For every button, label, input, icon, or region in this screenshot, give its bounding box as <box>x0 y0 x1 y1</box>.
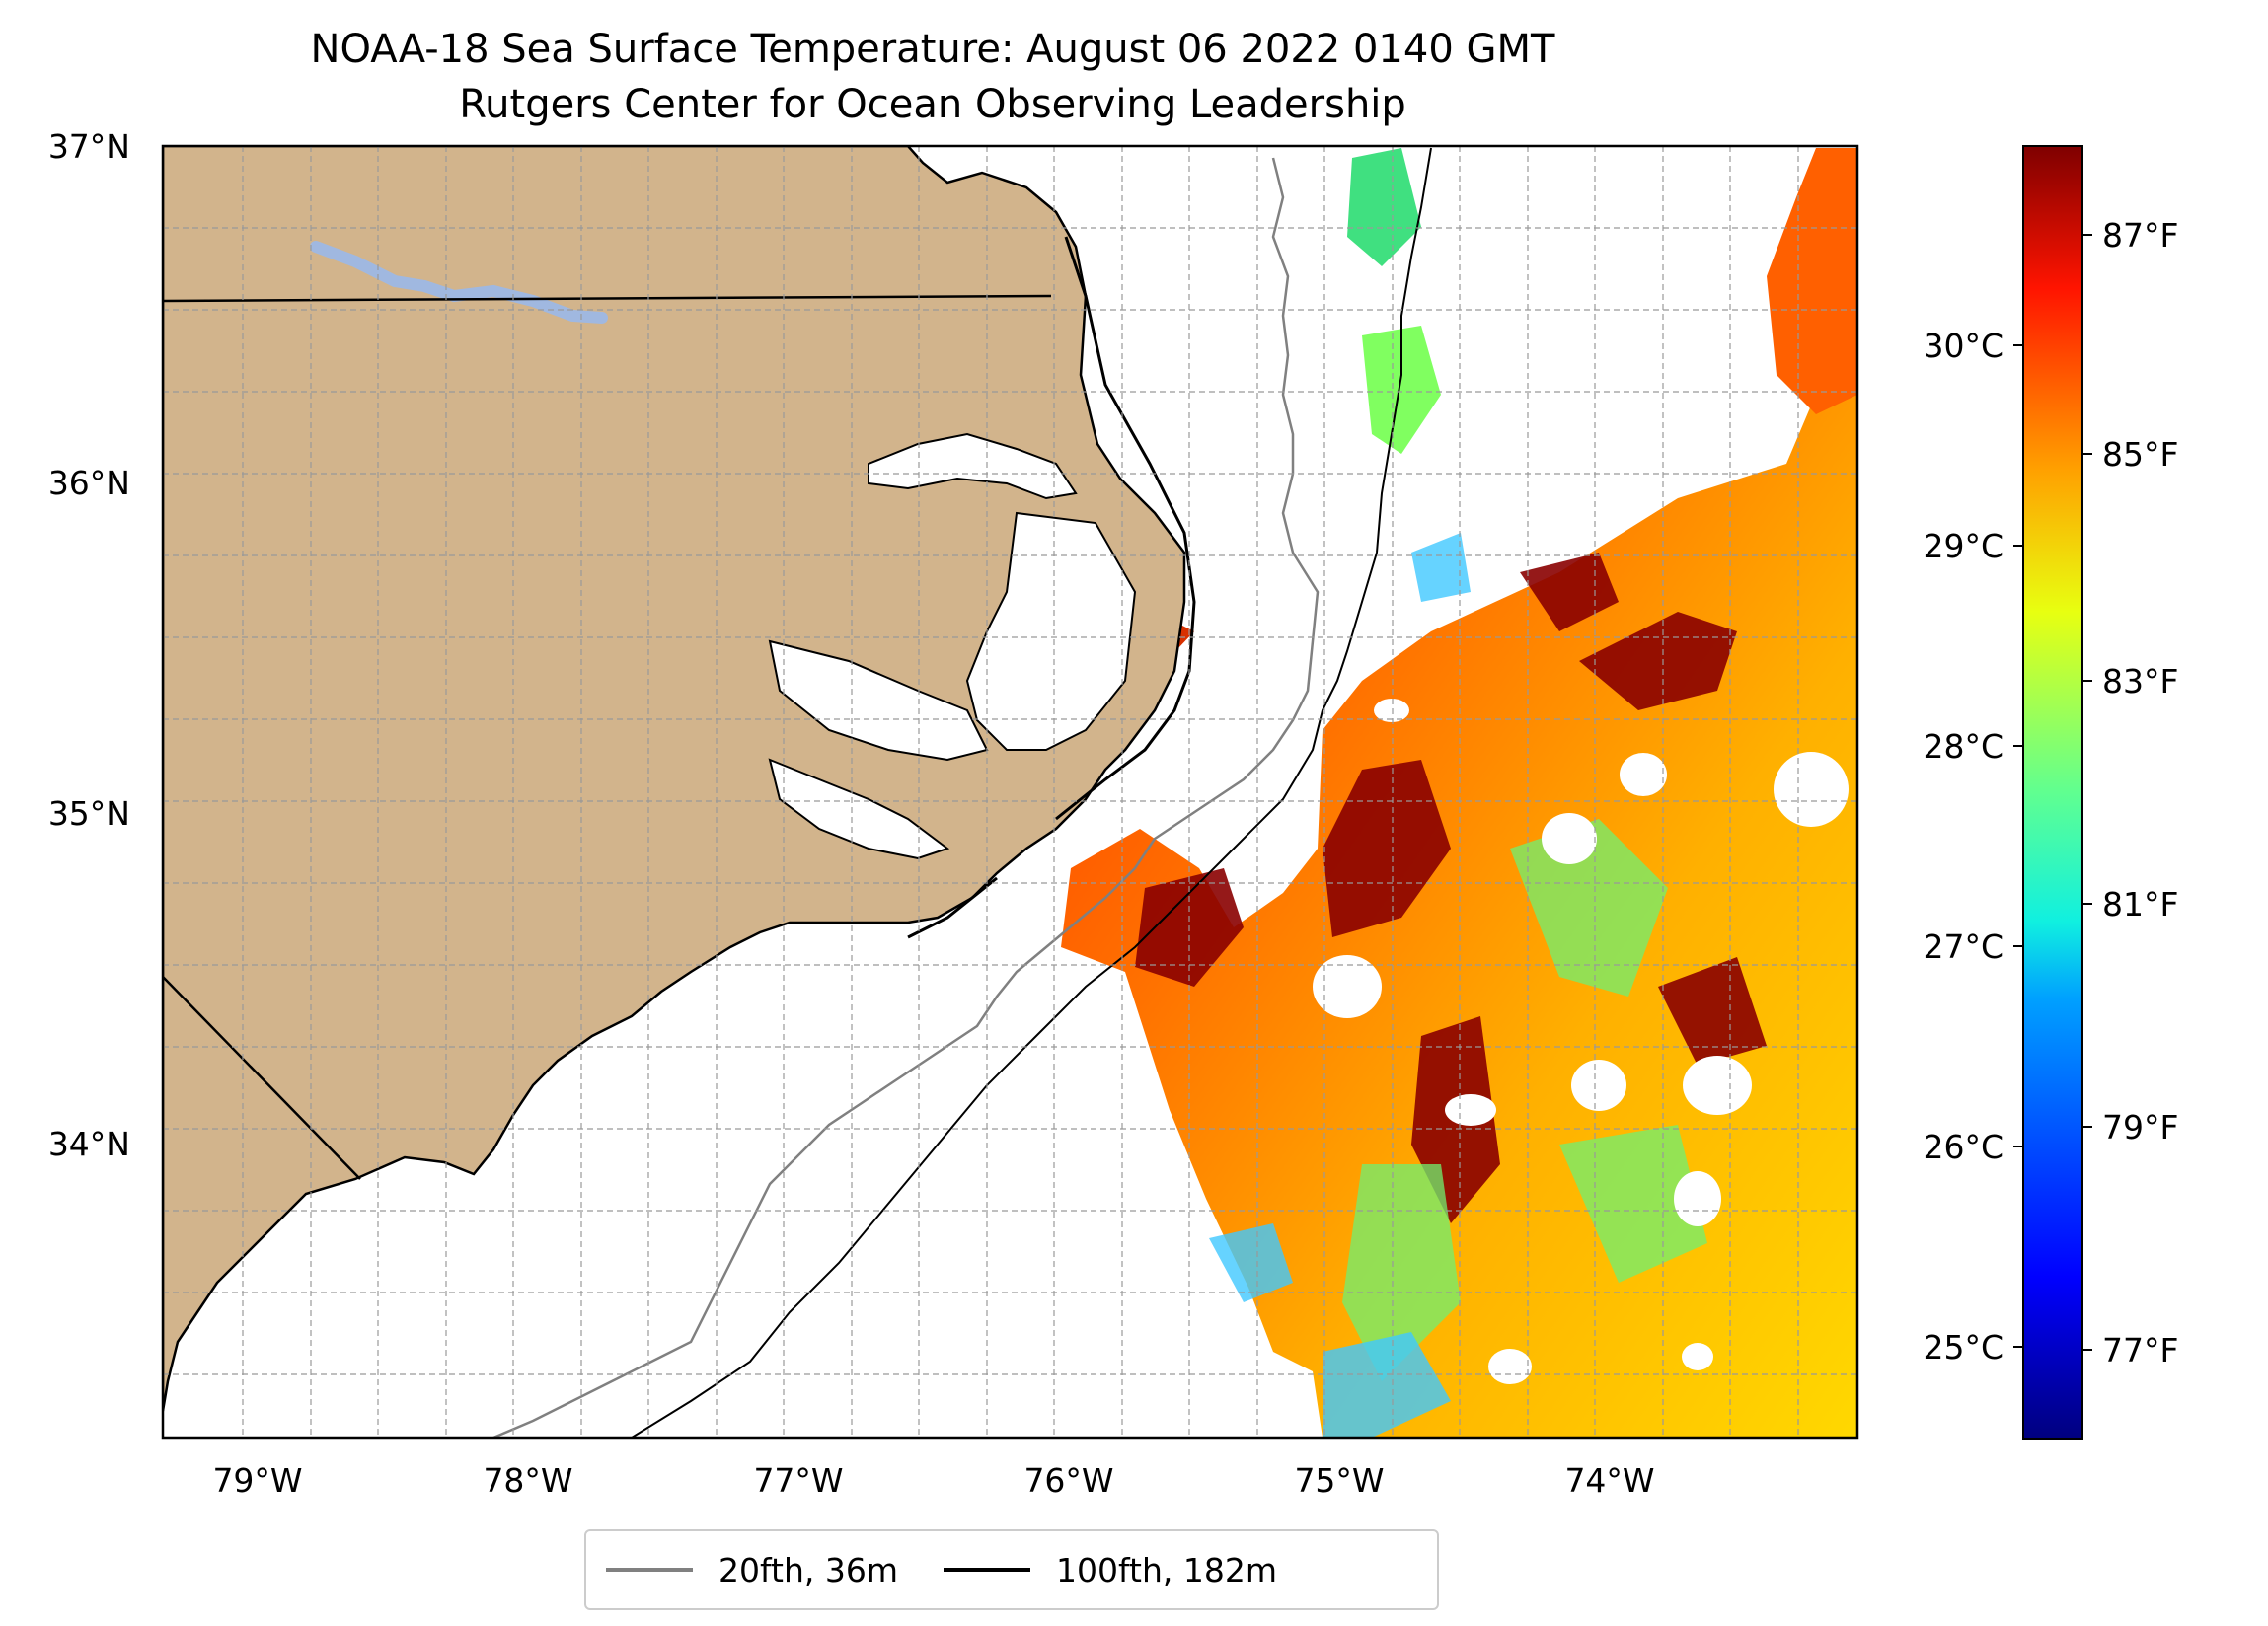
cool-band <box>1342 1164 1461 1381</box>
colorbar-celsius-label: 28°C <box>1923 727 2003 766</box>
colorbar-fahrenheit-label: 87°F <box>2102 216 2178 255</box>
cool-band <box>1559 1125 1707 1283</box>
state-border-nc-va <box>163 294 1052 303</box>
cloud-gap <box>1674 1171 1721 1226</box>
lon-label: 74°W <box>1564 1461 1654 1500</box>
sst-top-patch <box>1347 148 1421 266</box>
colorbar-fahrenheit-label: 81°F <box>2102 885 2178 924</box>
contour-20fth <box>492 157 1320 1438</box>
neuse-river <box>768 758 950 860</box>
colorbar-celsius-label: 27°C <box>1923 927 2003 966</box>
warm-core <box>1323 760 1451 937</box>
cloud-gap <box>1542 813 1597 864</box>
colorbar-celsius-label: 30°C <box>1923 327 2003 365</box>
colorbar-fahrenheit-label: 83°F <box>2102 662 2178 701</box>
lon-label: 75°W <box>1294 1461 1384 1500</box>
outer-banks-southern <box>907 876 998 939</box>
pamlico-sound <box>965 511 1137 751</box>
warm-core <box>1579 612 1737 710</box>
map-frame <box>161 144 1859 1440</box>
cool-band <box>1411 533 1471 602</box>
lon-label: 79°W <box>212 1461 302 1500</box>
cloud-gap <box>1620 753 1667 796</box>
legend-label: 100fth, 182m <box>1056 1550 1277 1589</box>
cool-band <box>1510 819 1668 997</box>
colorbar-celsius-label: 25°C <box>1923 1328 2003 1367</box>
north-carolina-land <box>163 146 1186 1412</box>
albemarle-sound <box>868 432 1078 500</box>
legend-swatch-gray-line <box>606 1568 693 1572</box>
cool-band <box>1209 1223 1293 1302</box>
colorbar-fahrenheit-label: 77°F <box>2102 1331 2178 1369</box>
outer-banks <box>1055 236 1196 821</box>
kerr-lake <box>310 241 608 324</box>
cloud-gap <box>1313 955 1382 1018</box>
cloud-gap <box>1683 1056 1752 1115</box>
warm-core <box>1658 957 1767 1066</box>
colorbar-fahrenheit-label: 79°F <box>2102 1108 2178 1146</box>
cool-band <box>1323 1332 1451 1438</box>
colorbar-celsius-label: 29°C <box>1923 527 2003 565</box>
colorbar: 30°C 29°C 28°C 27°C 26°C 25°C 87°F 85°F … <box>1923 145 2178 1440</box>
lat-label: 37°N <box>48 127 130 166</box>
lat-label: 34°N <box>48 1125 130 1163</box>
legend: 20fth, 36m 100fth, 182m <box>584 1529 1439 1610</box>
colorbar-fahrenheit-label: 85°F <box>2102 435 2178 474</box>
lat-label: 36°N <box>48 464 130 502</box>
cloud-gap <box>1571 1060 1626 1111</box>
legend-item-100fth: 100fth, 182m <box>944 1551 1277 1589</box>
legend-item-20fth: 20fth, 36m <box>606 1551 898 1589</box>
gridlines <box>163 146 1857 1438</box>
warm-core <box>1520 553 1619 631</box>
map-subtitle: Rutgers Center for Ocean Observing Leade… <box>459 82 1406 127</box>
lat-label: 35°N <box>48 794 130 833</box>
lon-label: 78°W <box>483 1461 572 1500</box>
colorbar-gradient <box>2022 145 2083 1440</box>
cloud-gap <box>1374 699 1409 722</box>
cloud-gap <box>1445 1094 1496 1126</box>
lon-label: 76°W <box>1023 1461 1113 1500</box>
sst-shelf-patch <box>1362 326 1441 454</box>
pamlico-river <box>768 639 989 762</box>
lon-label: 77°W <box>753 1461 843 1500</box>
colorbar-celsius-label: 26°C <box>1923 1128 2003 1166</box>
legend-swatch-black-line <box>944 1568 1030 1572</box>
cloud-gap <box>1488 1349 1532 1384</box>
cloud-gap <box>1682 1343 1713 1370</box>
contour-100fth <box>631 147 1432 1438</box>
cloud-gap <box>1774 752 1849 827</box>
sst-swath <box>1046 148 1857 1438</box>
map-title: NOAA-18 Sea Surface Temperature: August … <box>310 27 1555 72</box>
sst-northern-strip <box>1767 148 1857 414</box>
state-border-nc-sc <box>163 976 361 1180</box>
legend-label: 20fth, 36m <box>718 1550 898 1589</box>
